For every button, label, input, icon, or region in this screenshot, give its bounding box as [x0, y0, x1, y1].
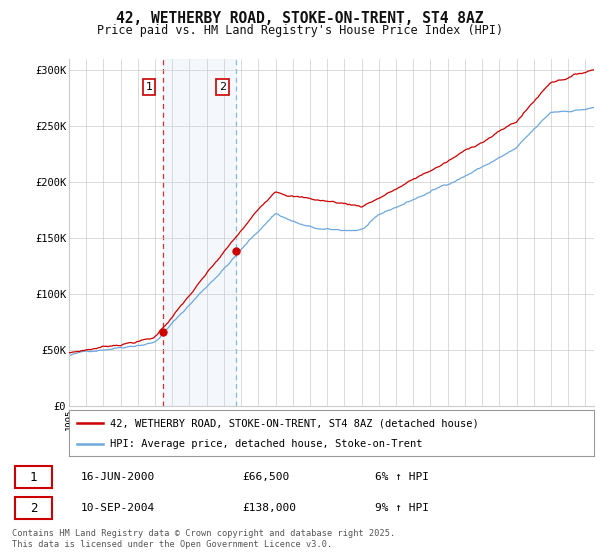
Bar: [163, 59, 236, 406]
Text: 2: 2: [30, 502, 37, 515]
Text: £138,000: £138,000: [242, 503, 296, 513]
Text: 42, WETHERBY ROAD, STOKE-ON-TRENT, ST4 8AZ (detached house): 42, WETHERBY ROAD, STOKE-ON-TRENT, ST4 8…: [110, 418, 479, 428]
Text: 16-JUN-2000: 16-JUN-2000: [81, 473, 155, 482]
Text: 6% ↑ HPI: 6% ↑ HPI: [375, 473, 429, 482]
Text: HPI: Average price, detached house, Stoke-on-Trent: HPI: Average price, detached house, Stok…: [110, 440, 422, 450]
Text: 42, WETHERBY ROAD, STOKE-ON-TRENT, ST4 8AZ: 42, WETHERBY ROAD, STOKE-ON-TRENT, ST4 8…: [116, 11, 484, 26]
Text: 9% ↑ HPI: 9% ↑ HPI: [375, 503, 429, 513]
Text: 1: 1: [146, 82, 153, 92]
FancyBboxPatch shape: [15, 466, 52, 488]
Text: 1: 1: [30, 471, 37, 484]
Text: £66,500: £66,500: [242, 473, 290, 482]
Text: 2: 2: [219, 82, 226, 92]
FancyBboxPatch shape: [15, 497, 52, 519]
Text: 10-SEP-2004: 10-SEP-2004: [81, 503, 155, 513]
Text: Contains HM Land Registry data © Crown copyright and database right 2025.
This d: Contains HM Land Registry data © Crown c…: [12, 529, 395, 549]
Text: Price paid vs. HM Land Registry's House Price Index (HPI): Price paid vs. HM Land Registry's House …: [97, 24, 503, 37]
